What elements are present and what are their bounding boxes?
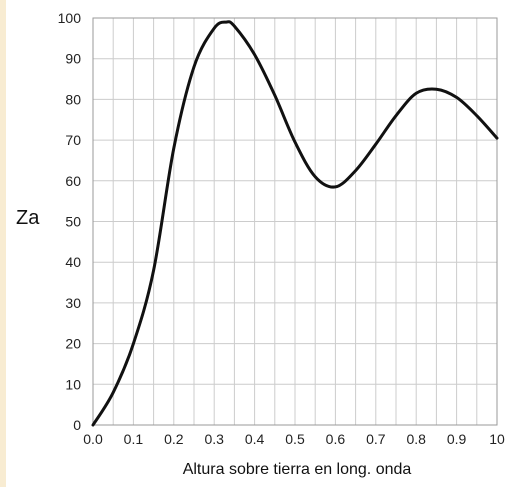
y-tick-label: 90 bbox=[65, 51, 81, 67]
y-tick-label: 80 bbox=[65, 91, 81, 107]
x-axis-ticks: 0.0 0.1 0.2 0.3 0.4 0.5 0.6 0.7 0.8 0.9 10 bbox=[83, 431, 505, 447]
y-tick-label: 100 bbox=[58, 10, 82, 26]
x-tick-label: 0.6 bbox=[326, 431, 346, 447]
y-tick-label: 60 bbox=[65, 173, 81, 189]
x-tick-label: 0.7 bbox=[366, 431, 386, 447]
y-axis-title: Za bbox=[16, 207, 40, 229]
x-tick-label: 0.1 bbox=[124, 431, 144, 447]
y-tick-label: 20 bbox=[65, 336, 81, 352]
x-tick-label: 0.9 bbox=[447, 431, 467, 447]
x-tick-label: 0.8 bbox=[406, 431, 426, 447]
y-tick-label: 50 bbox=[65, 214, 81, 230]
x-tick-label: 10 bbox=[489, 431, 505, 447]
x-tick-label: 0.3 bbox=[204, 431, 224, 447]
y-tick-label: 0 bbox=[73, 417, 81, 433]
grid bbox=[92, 17, 498, 426]
x-axis-title: Altura sobre tierra en long. onda bbox=[183, 461, 412, 478]
x-tick-label: 0.2 bbox=[164, 431, 184, 447]
plot-frame bbox=[92, 17, 498, 426]
y-axis-ticks: 0 10 20 30 40 50 60 70 80 90 100 bbox=[58, 10, 82, 433]
x-tick-label: 0.4 bbox=[245, 431, 265, 447]
x-tick-label: 0.0 bbox=[83, 431, 103, 447]
series-line bbox=[91, 20, 499, 427]
left-border-strip bbox=[0, 0, 6, 487]
y-tick-label: 30 bbox=[65, 295, 81, 311]
y-tick-label: 40 bbox=[65, 254, 81, 270]
y-tick-label: 10 bbox=[65, 376, 81, 392]
x-tick-label: 0.5 bbox=[285, 431, 305, 447]
y-tick-label: 70 bbox=[65, 132, 81, 148]
